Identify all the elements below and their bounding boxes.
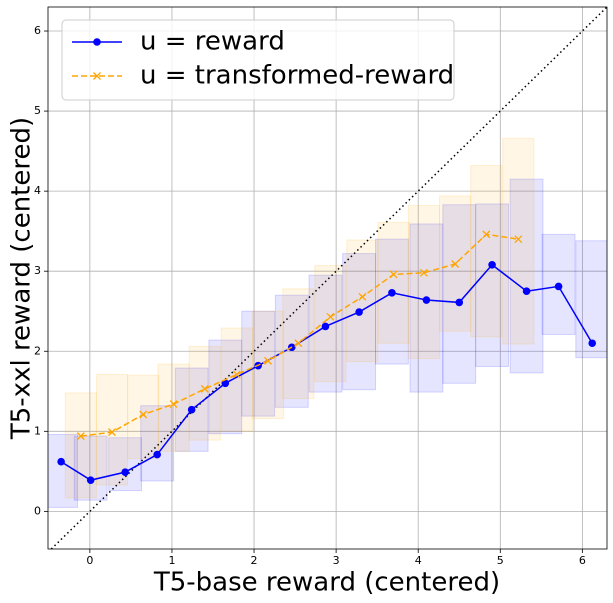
range-box [407,205,441,359]
data-point [57,457,65,466]
range-box [274,294,309,408]
data-point [187,405,196,414]
range-box [241,310,276,417]
legend-label: u = reward [140,27,285,57]
data-point [389,270,398,279]
range-box [108,437,143,492]
diagonal-reference [50,7,607,549]
legend-marker [93,72,101,80]
range-box [575,240,607,359]
x-tick-label: 3 [333,554,340,567]
x-tick-label: 5 [497,554,504,567]
data-point [482,230,491,239]
data-point [294,339,303,348]
data-point [358,292,367,301]
data-point [514,235,523,244]
range-box [251,310,285,420]
range-box [157,363,190,452]
data-point [554,282,563,291]
x-tick-label: 1 [168,554,175,567]
data-point [232,370,241,379]
data-point [86,476,95,484]
data-point [169,400,178,409]
range-box [375,238,409,365]
y-tick-label: 2 [34,344,41,357]
y-tick-label: 5 [34,104,41,117]
data-point [419,268,428,277]
legend: u = reward u = transformed-reward [61,19,455,101]
legend-marker [93,38,101,46]
data-point [488,260,496,269]
data-point [221,379,230,388]
range-box [346,239,379,363]
range-box [73,435,108,501]
data-point [108,428,116,437]
data-point [355,308,363,316]
range-box [48,434,79,508]
y-tick-label: 0 [34,504,41,517]
x-tick-label: 2 [251,554,258,567]
range-box [470,165,503,338]
data-point [139,410,148,419]
range-box [502,137,535,345]
x-tick-label: 0 [86,554,93,567]
data-point [76,432,85,441]
data-point [153,450,161,459]
legend-label: u = transformed-reward [140,61,454,91]
range-box [377,221,410,344]
y-tick-label: 6 [34,24,41,37]
x-tick-label: 6 [579,554,586,567]
range-box [409,223,444,393]
range-box [509,178,544,374]
data-point [422,296,431,304]
range-box [442,204,477,384]
legend-box [61,19,455,101]
y-axis-label: T5-xxl reward (centered) [7,117,37,440]
plot-frame [47,6,608,550]
data-point [121,468,129,476]
x-axis-label: T5-base reward (centered) [153,568,500,598]
y-tick-label: 4 [34,184,41,197]
data-point [200,384,209,393]
y-tick-label: 1 [34,424,41,437]
range-box [475,203,509,367]
data-point [455,298,464,307]
range-box [342,253,377,391]
data-point [522,287,531,296]
range-box [188,345,221,441]
range-box [95,373,129,486]
data-point [326,312,335,321]
data-point [264,356,272,365]
range-box [127,374,160,460]
y-tick-label: 3 [34,264,41,277]
x-tick-label: 4 [415,554,422,567]
data-point [388,289,396,297]
plot-area [48,7,607,549]
data-point [321,322,330,331]
data-point [451,260,460,268]
data-point [588,339,597,348]
